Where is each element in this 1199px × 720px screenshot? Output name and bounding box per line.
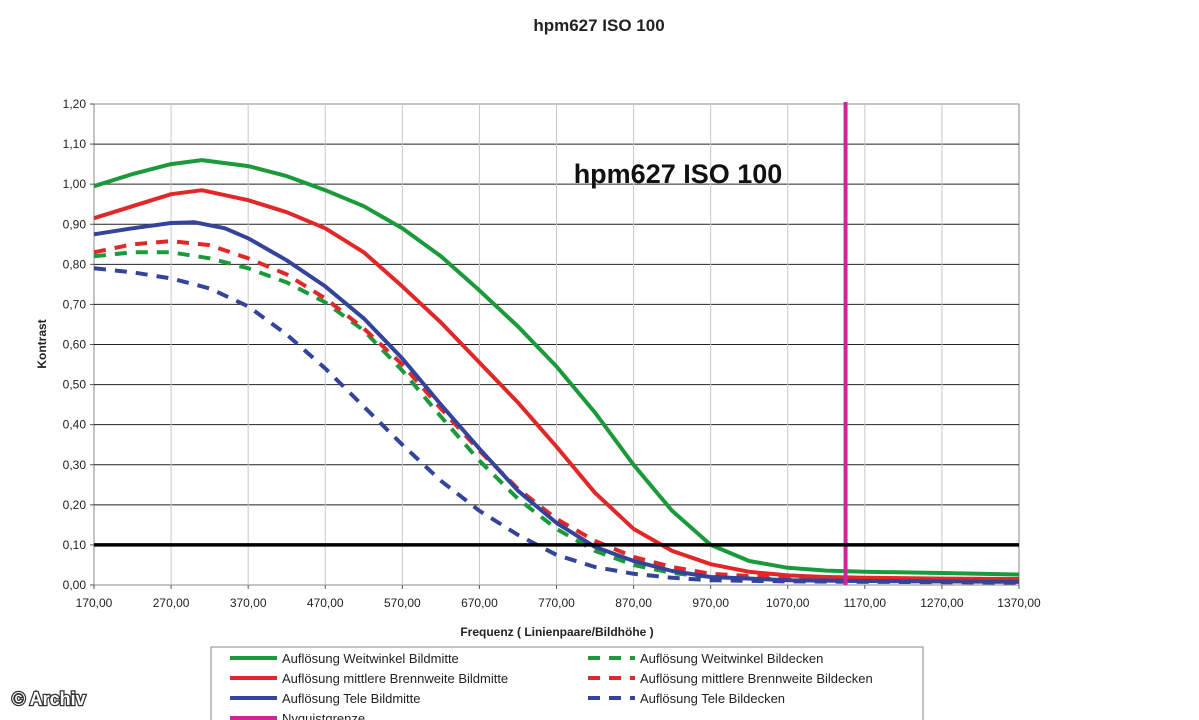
y-tick-label: 0,90 [63, 217, 87, 231]
chart-title: hpm627 ISO 100 [533, 16, 664, 35]
y-axis-ticks: 0,00 0,10 0,20 0,30 0,40 0,50 0,60 0,70 0,80 0,90… [63, 97, 94, 592]
series-line-4 [93, 220, 1020, 584]
x-tick-label: 1070,00 [766, 596, 810, 610]
legend-label: Auflösung Weitwinkel Bildmitte [282, 651, 459, 666]
y-tick-label: 0,70 [63, 297, 87, 311]
watermark: © Archiv [12, 689, 86, 709]
legend-label: Auflösung Weitwinkel Bildecken [640, 651, 823, 666]
series-line-5 [93, 266, 1020, 585]
y-tick-label: 0,30 [63, 458, 87, 472]
legend-label: Auflösung mittlere Brennweite Bildecken [640, 671, 873, 686]
y-tick-label: 0,50 [63, 378, 87, 392]
y-tick-label: 0,80 [63, 257, 87, 271]
legend-label: Auflösung Tele Bildecken [640, 691, 785, 706]
y-tick-label: 0,20 [63, 498, 87, 512]
x-tick-label: 1270,00 [920, 596, 964, 610]
x-tick-label: 470,00 [307, 596, 344, 610]
y-tick-label: 0,60 [63, 338, 87, 352]
grid-lines [93, 103, 1020, 586]
legend-label: Auflösung Tele Bildmitte [282, 691, 421, 706]
series-line-3 [93, 239, 1020, 583]
y-tick-label: 0,10 [63, 538, 87, 552]
y-axis-title: Kontrast [35, 319, 49, 368]
x-axis-title: Frequenz ( Linienpaare/Bildhöhe ) [460, 625, 653, 639]
x-tick-label: 370,00 [230, 596, 267, 610]
series-line-2 [93, 188, 1020, 581]
x-tick-label: 970,00 [692, 596, 729, 610]
y-tick-label: 0,00 [63, 578, 87, 592]
x-tick-label: 870,00 [615, 596, 652, 610]
x-tick-label: 570,00 [384, 596, 421, 610]
x-axis-ticks: 170,00 270,00 370,00 470,00 570,00 670,00 770,… [76, 585, 1041, 610]
legend-label: Auflösung mittlere Brennweite Bildmitte [282, 671, 508, 686]
legend-box [210, 646, 924, 720]
x-tick-label: 670,00 [461, 596, 498, 610]
legend-label: Nyquistgrenze [282, 711, 365, 720]
series-lines [93, 102, 1020, 585]
x-tick-label: 770,00 [538, 596, 575, 610]
x-tick-label: 1370,00 [997, 596, 1041, 610]
y-tick-label: 1,00 [63, 177, 87, 191]
y-tick-label: 1,20 [63, 97, 87, 111]
y-tick-label: 0,40 [63, 418, 87, 432]
x-tick-label: 1170,00 [844, 596, 887, 610]
x-tick-label: 170,00 [76, 596, 113, 610]
chart-inner-title: hpm627 ISO 100 [574, 159, 783, 189]
y-tick-label: 1,10 [63, 137, 87, 151]
series-line-0 [93, 158, 1020, 577]
x-tick-label: 270,00 [153, 596, 190, 610]
legend: Auflösung Weitwinkel Bildmitte Auflösung … [210, 646, 924, 720]
